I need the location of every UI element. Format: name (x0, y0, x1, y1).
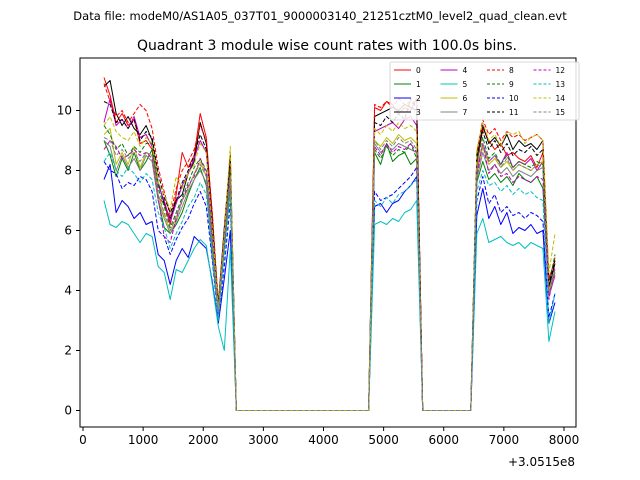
x-tick-label: 4000 (308, 433, 339, 447)
legend-label-8: 8 (509, 66, 514, 75)
legend-label-13: 13 (556, 80, 566, 89)
figure-suptitle: Data file: modeM0/AS1A05_037T01_90000031… (73, 9, 567, 23)
legend-label-3: 3 (416, 108, 421, 117)
legend-label-9: 9 (509, 80, 514, 89)
x-tick-label: 8000 (549, 433, 580, 447)
legend-label-4: 4 (463, 66, 468, 75)
y-axis-ticks: 0 2 4 6 8 10 (57, 104, 80, 418)
plot-frame (79, 57, 577, 428)
x-axis-ticks: 0 1000 2000 3000 4000 5000 6000 7000 8000 (79, 427, 579, 447)
legend-label-1: 1 (416, 80, 421, 89)
x-tick-label: 7000 (489, 433, 520, 447)
legend-box (389, 61, 580, 121)
y-tick-label: 8 (64, 164, 72, 178)
x-tick-label: 2000 (188, 433, 219, 447)
chart-title: Quadrant 3 module wise count rates with … (137, 38, 517, 54)
series-line-8 (103, 83, 556, 411)
x-tick-label: 5000 (368, 433, 399, 447)
legend-label-14: 14 (556, 94, 566, 103)
legend-label-0: 0 (416, 66, 421, 75)
x-tick-label: 6000 (428, 433, 459, 447)
x-tick-label: 1000 (128, 433, 159, 447)
y-tick-label: 0 (64, 404, 72, 418)
x-axis-offset-label: +3.0515e8 (508, 455, 575, 469)
series-line-15 (103, 137, 556, 411)
legend-label-5: 5 (463, 80, 468, 89)
legend-label-10: 10 (509, 94, 519, 103)
y-tick-label: 4 (64, 284, 72, 298)
series-lines (103, 77, 556, 411)
legend-label-12: 12 (556, 66, 566, 75)
legend-label-6: 6 (463, 94, 468, 103)
legend-label-2: 2 (416, 94, 421, 103)
legend-label-11: 11 (509, 108, 519, 117)
y-tick-label: 10 (57, 104, 72, 118)
x-tick-label: 0 (79, 433, 87, 447)
y-tick-label: 6 (64, 224, 72, 238)
y-tick-label: 2 (64, 344, 72, 358)
legend-label-7: 7 (463, 108, 468, 117)
x-tick-label: 3000 (248, 433, 279, 447)
legend-label-15: 15 (556, 108, 566, 117)
